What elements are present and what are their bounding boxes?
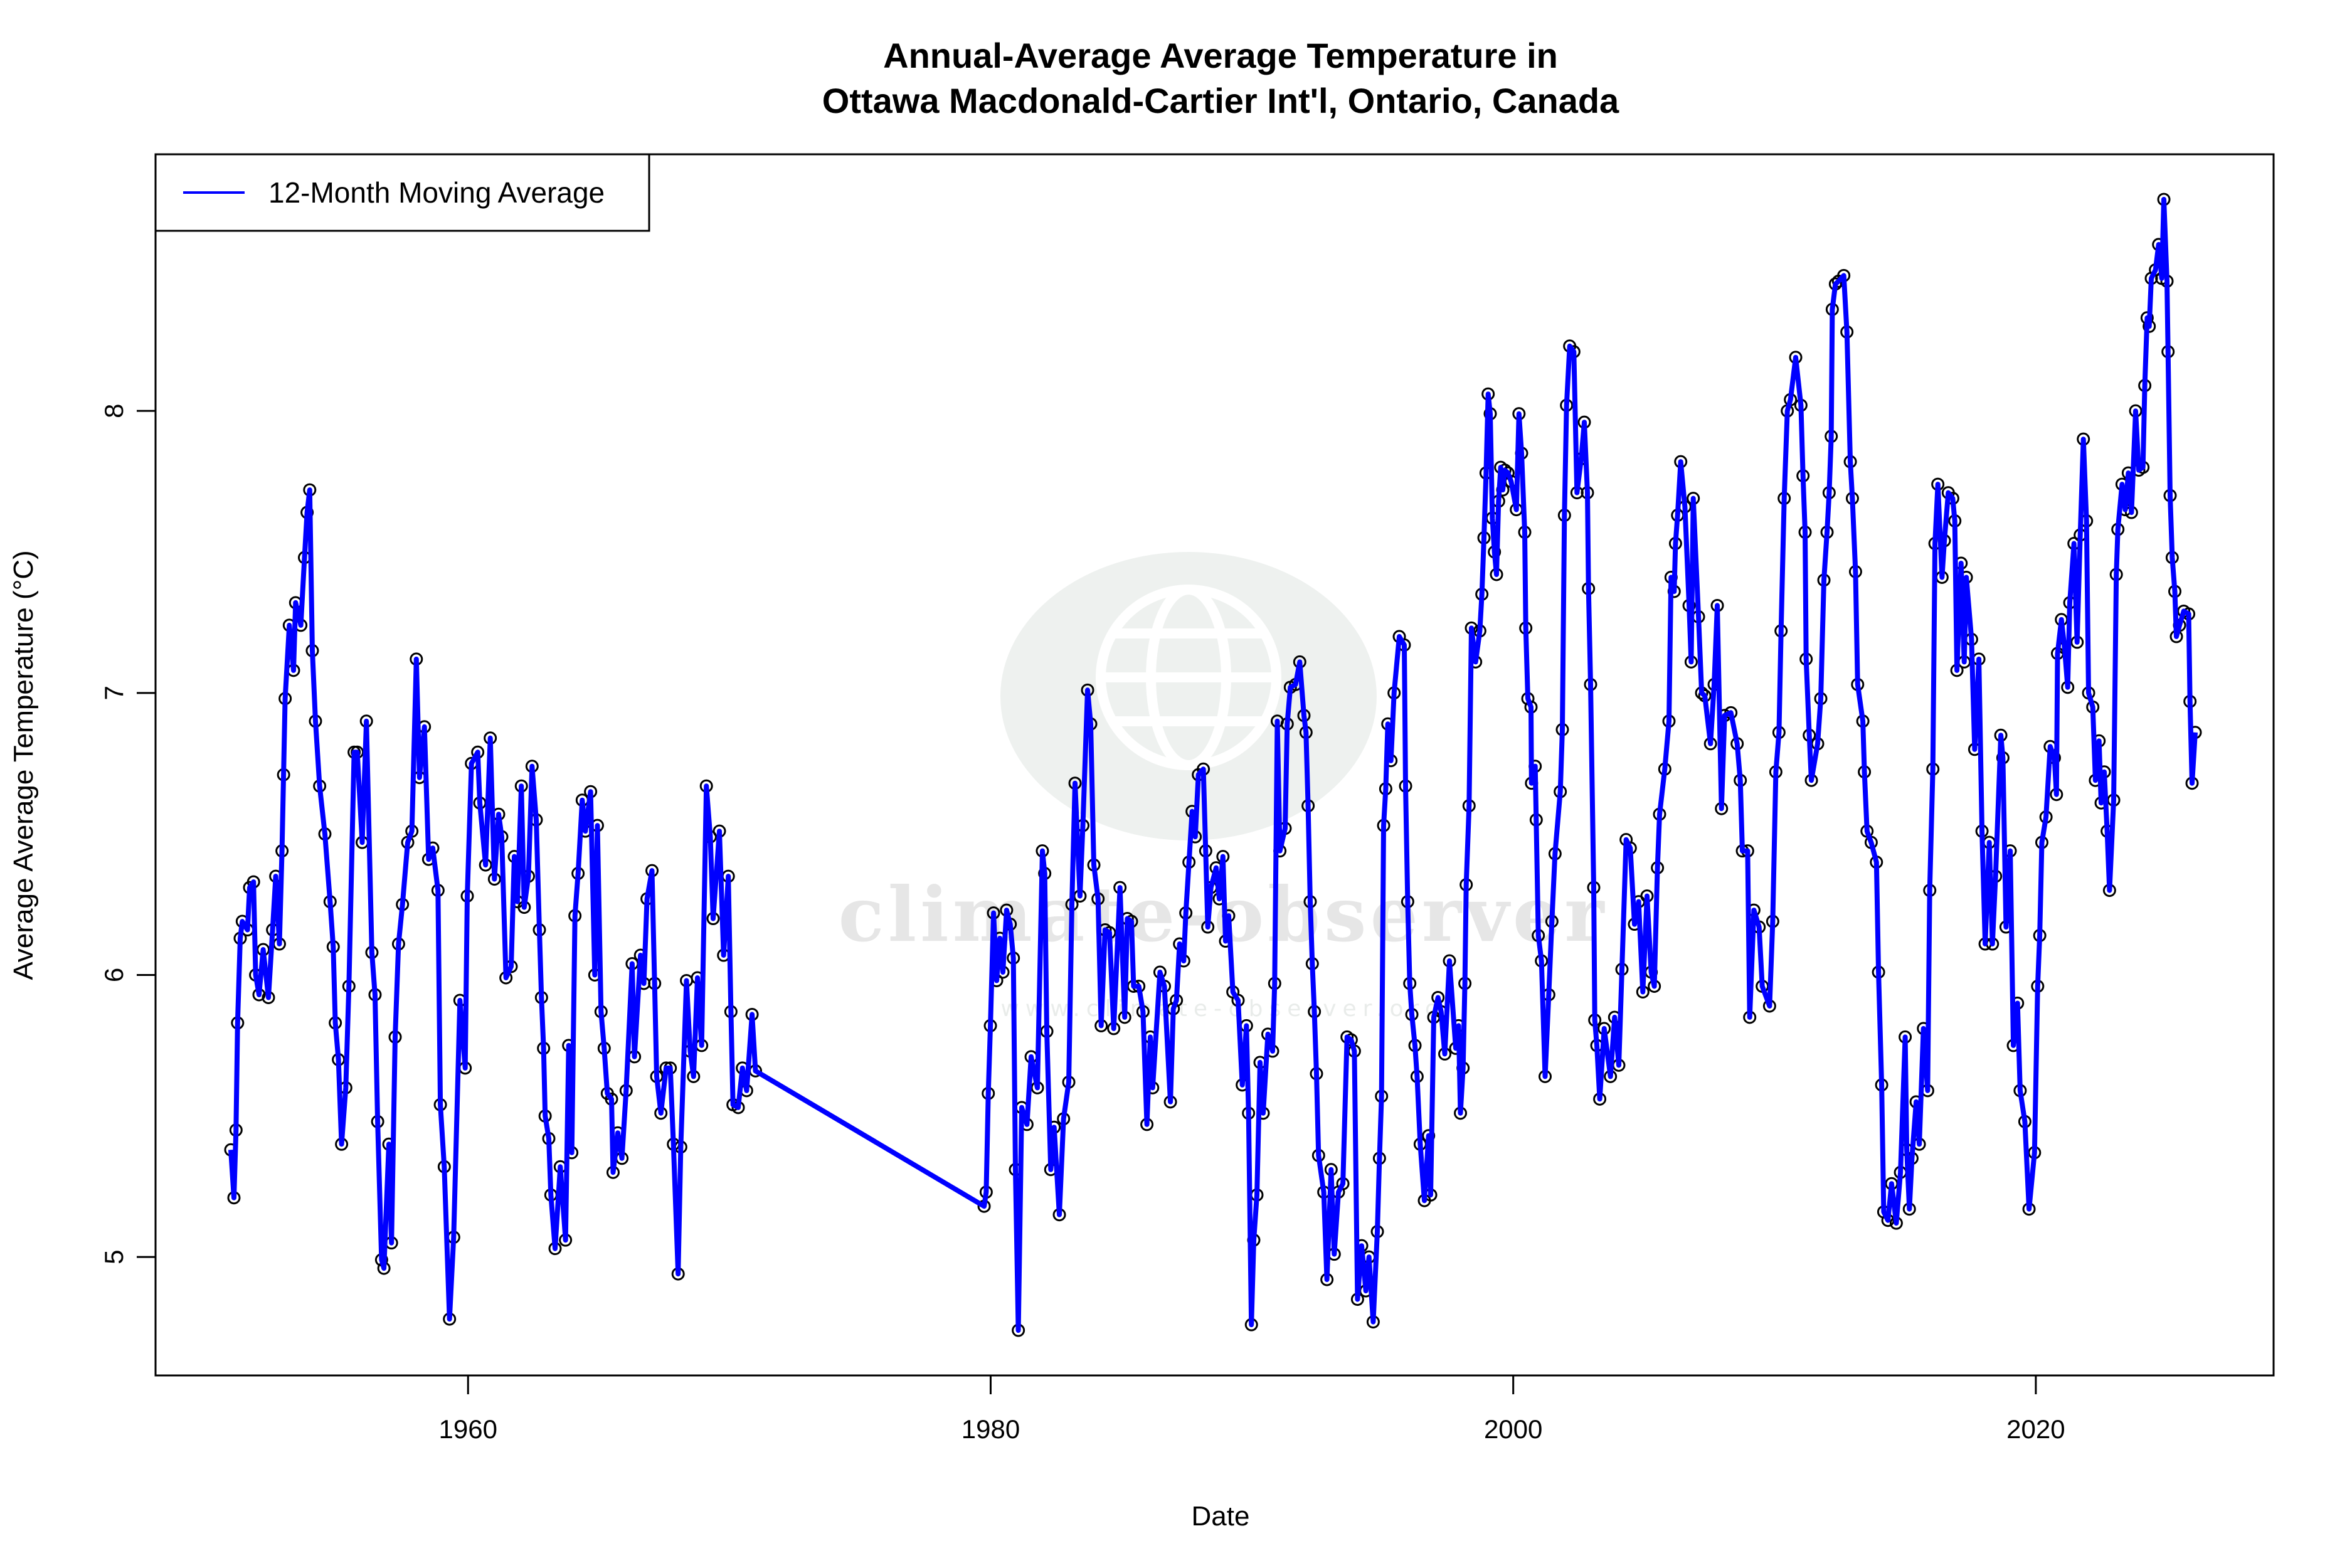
legend: 12-Month Moving Average (154, 153, 650, 232)
watermark-logo-ellipse (1000, 552, 1377, 840)
y-tick-label: 5 (99, 1249, 129, 1264)
globe-icon (1096, 585, 1281, 770)
chart-title-line-2: Ottawa Macdonald-Cartier Int'l, Ontario,… (822, 81, 1619, 120)
series-line-12-month-moving-average (228, 196, 2198, 1333)
legend-entry-label: 12-Month Moving Average (268, 176, 605, 209)
x-tick-label: 1980 (961, 1414, 1020, 1444)
y-tick-label: 7 (99, 686, 129, 700)
y-axis-label: Average Average Temperature (°C) (8, 550, 39, 980)
watermark: climate-observer www.climate-observer.or… (839, 552, 1604, 1022)
x-axis-label: Date (1192, 1501, 1250, 1532)
y-tick-label: 8 (99, 404, 129, 418)
x-tick-label: 2020 (2006, 1414, 2065, 1444)
chart-title-line-1: Annual-Average Average Temperature in (883, 36, 1558, 75)
watermark-url: www.climate-observer.org (1000, 996, 1445, 1022)
x-tick-label: 1960 (439, 1414, 497, 1444)
plot-marks (224, 193, 2202, 1337)
x-axis: 1960 1980 2000 2020 (439, 1374, 2065, 1444)
y-axis: 5 6 7 8 (99, 404, 157, 1264)
x-tick-label: 2000 (1484, 1414, 1542, 1444)
y-tick-label: 6 (99, 968, 129, 982)
